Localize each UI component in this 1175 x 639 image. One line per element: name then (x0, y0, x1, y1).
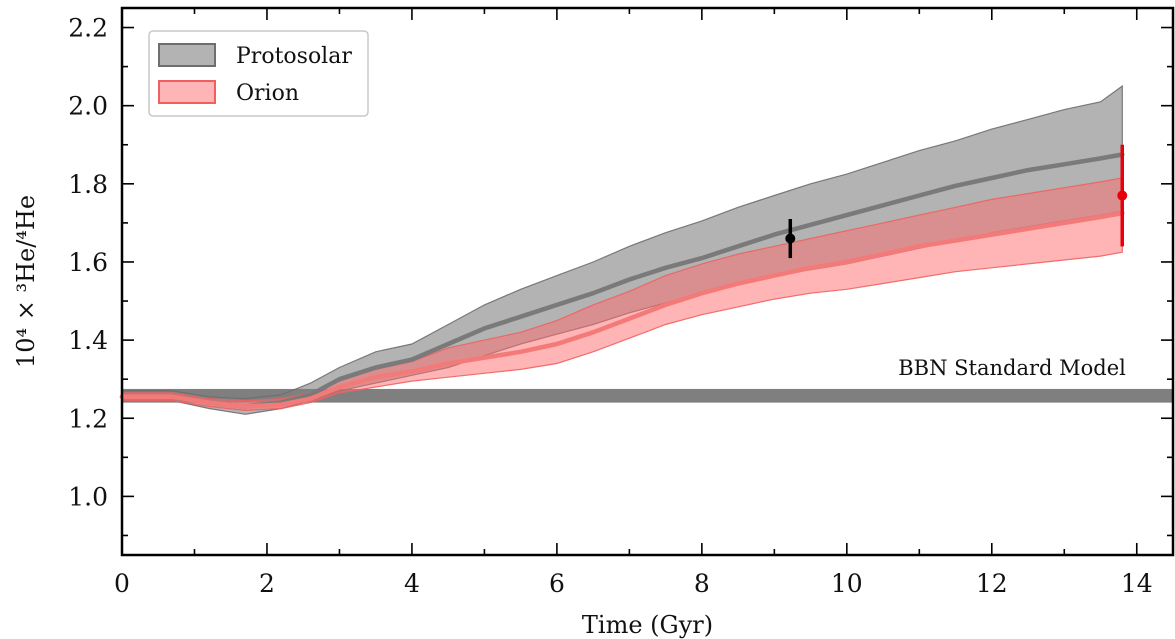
y-tick-label: 1.0 (68, 482, 108, 511)
x-tick-label: 4 (404, 569, 420, 598)
legend-swatch-protosolar (158, 43, 216, 67)
bands-layer (121, 84, 1173, 415)
x-tick-label: 12 (976, 569, 1008, 598)
bbn-annotation: BBN Standard Model (898, 356, 1126, 380)
x-tick-label: 14 (1121, 569, 1153, 598)
lines-layer (119, 152, 1125, 409)
band-orion (121, 177, 1123, 412)
y-tick-label: 1.2 (68, 404, 108, 433)
y-tick-label: 1.4 (68, 326, 108, 355)
y-axis-label: 10⁴ × ³He/⁴He (12, 195, 40, 368)
legend-label-orion: Orion (236, 81, 299, 106)
plot-frame (120, 6, 1175, 557)
point-protosolar (785, 233, 796, 244)
line-protosolar (119, 152, 1125, 409)
y-tick-label: 1.8 (68, 170, 108, 199)
point-orion (1117, 190, 1128, 201)
x-axis-label: Time (Gyr) (582, 611, 713, 639)
bbn-band (122, 388, 1173, 403)
legend: Protosolar Orion (148, 30, 369, 117)
points-layer (785, 144, 1128, 259)
ticks-layer: 0 2 4 6 8 10 12 14 1.0 1.2 1.4 1.6 1.8 2.0 2.2 (68, 8, 1173, 598)
x-tick-label: 2 (259, 569, 275, 598)
x-tick-label: 6 (549, 569, 565, 598)
legend-label-protosolar: Protosolar (236, 44, 352, 69)
legend-swatch-orion (158, 80, 216, 104)
y-tick-label: 1.6 (68, 248, 108, 277)
y-tick-label: 2.0 (68, 92, 108, 121)
x-tick-label: 0 (114, 569, 130, 598)
y-tick-label: 2.2 (68, 14, 108, 43)
x-tick-label: 8 (694, 569, 710, 598)
line-orion (119, 210, 1125, 409)
x-tick-label: 10 (831, 569, 863, 598)
